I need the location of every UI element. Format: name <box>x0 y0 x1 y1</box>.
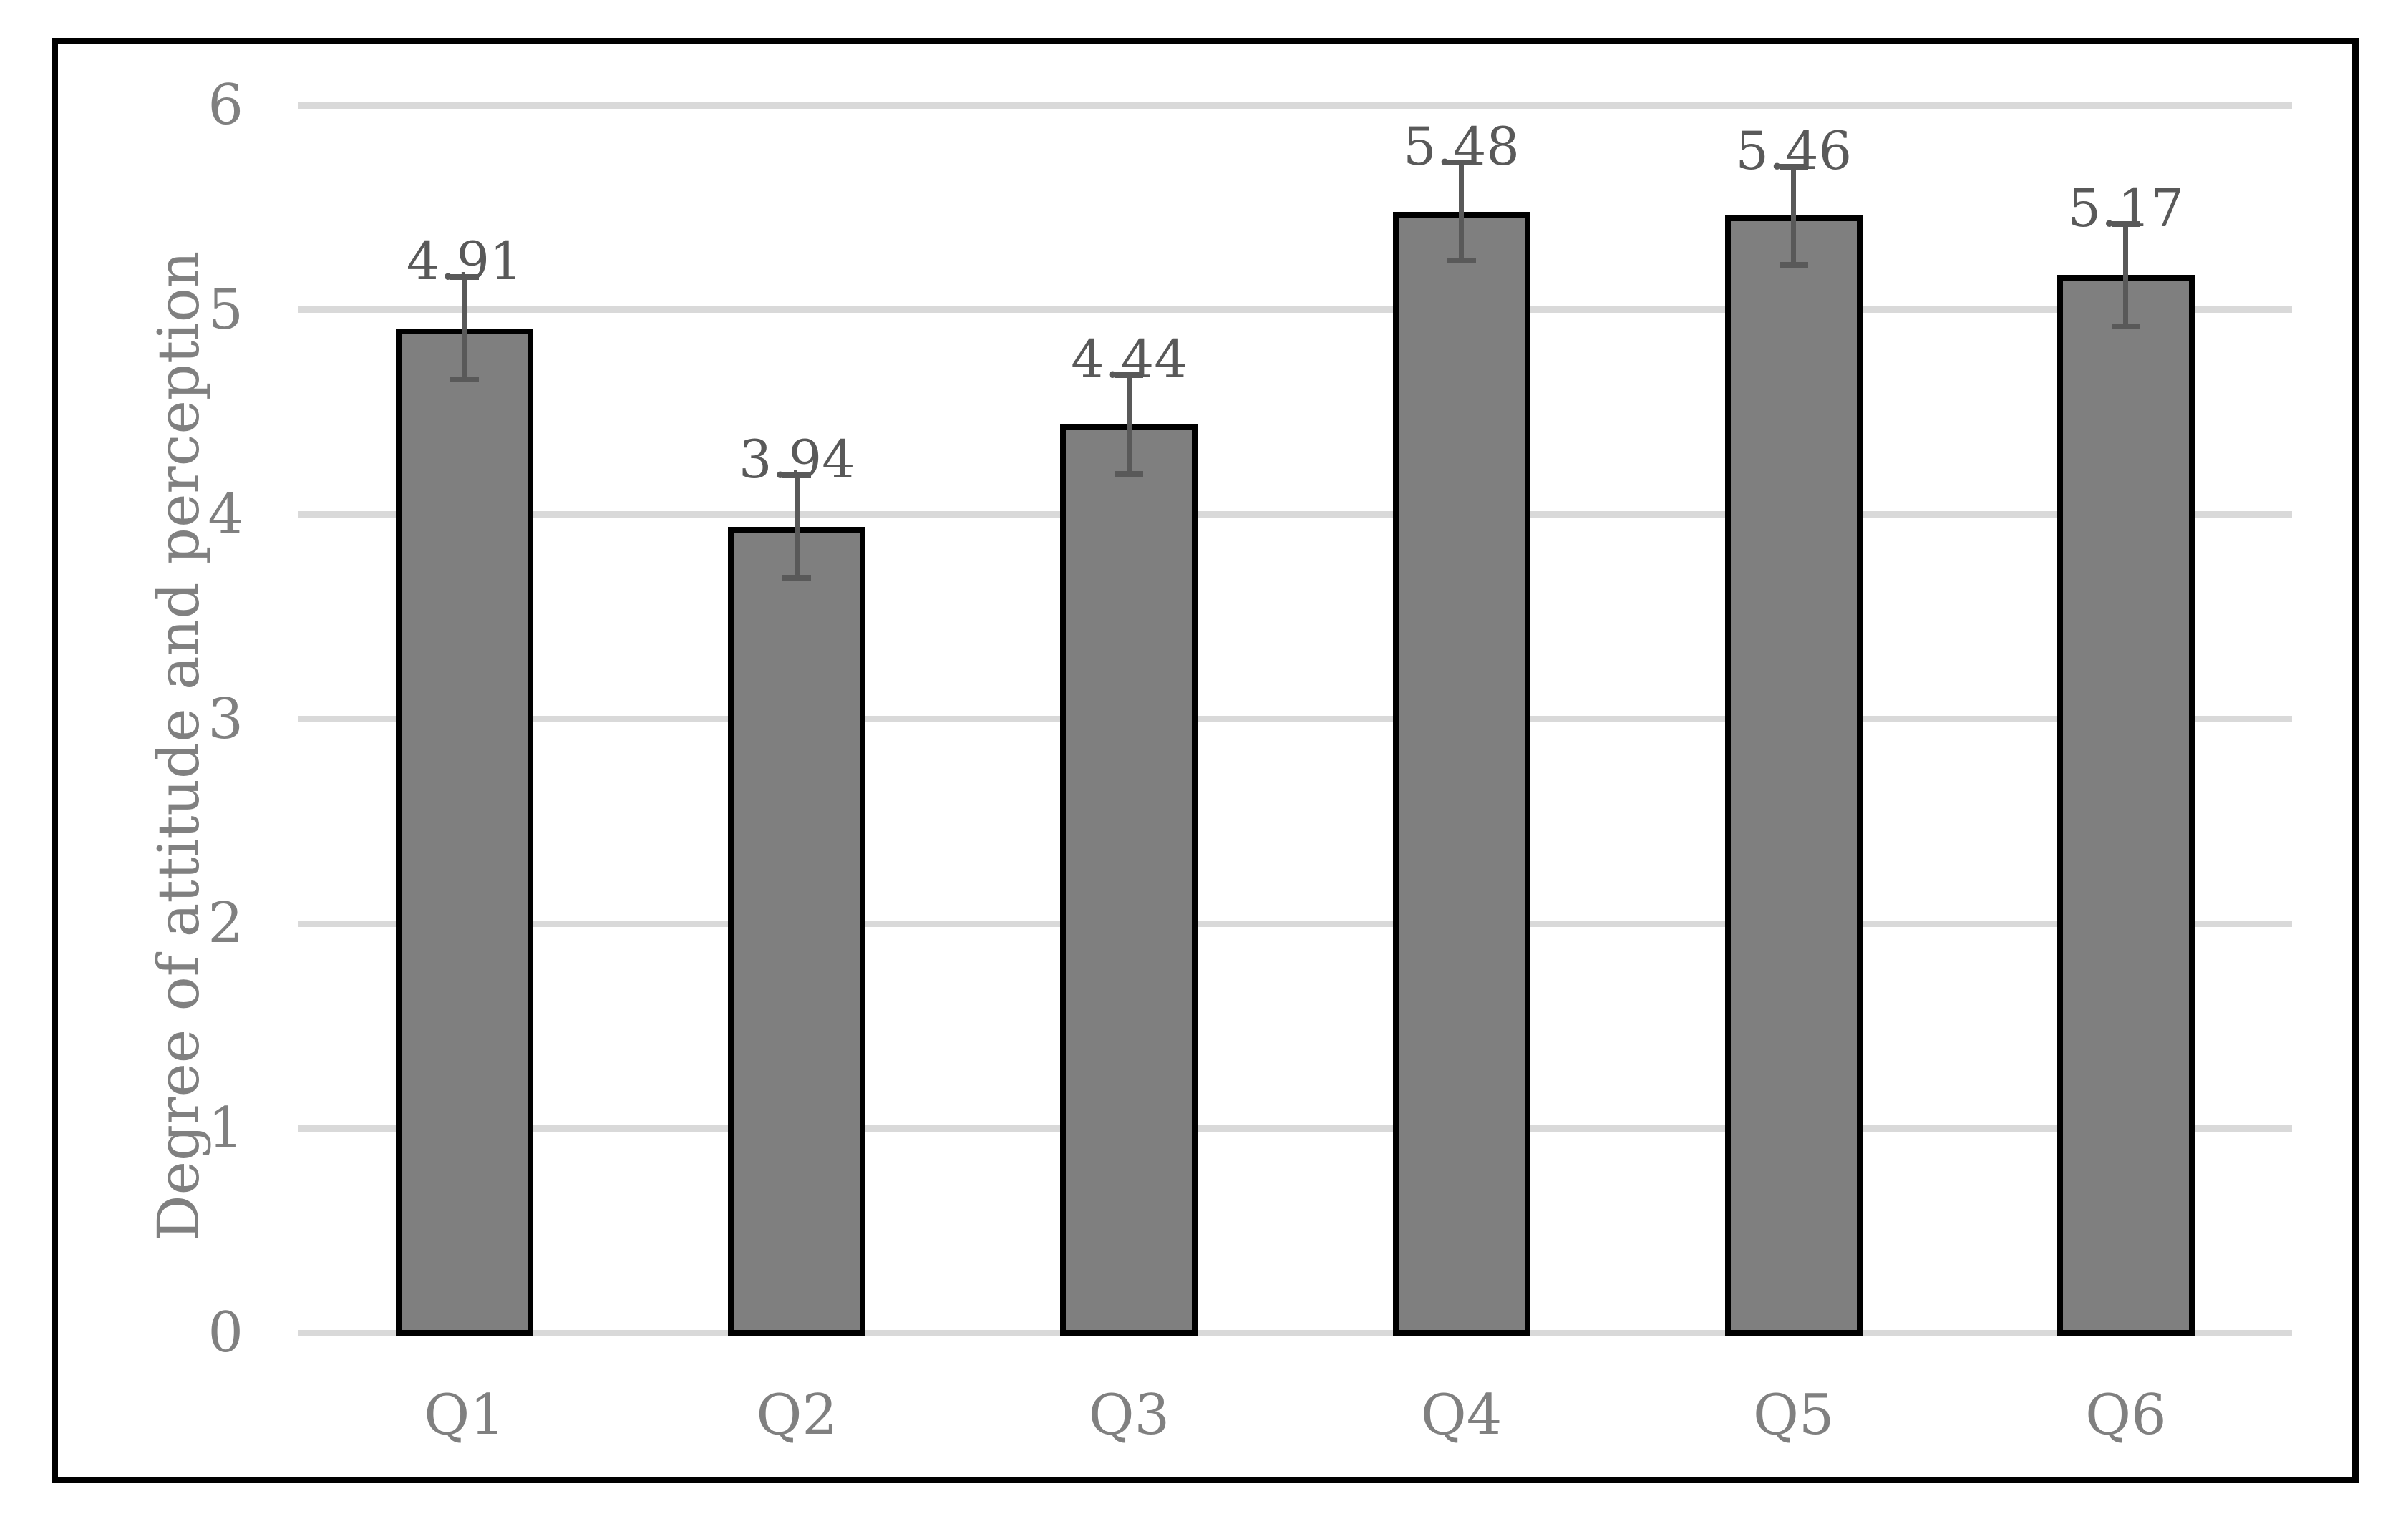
error-bar-bottom-cap-q1 <box>450 377 480 383</box>
bar-q3 <box>1060 424 1198 1336</box>
error-bar-top-cap-q2 <box>782 472 812 479</box>
error-bar-line-q5 <box>1791 166 1797 265</box>
bar-q6 <box>2057 275 2195 1336</box>
error-bar-bottom-cap-q3 <box>1115 470 1144 477</box>
y-tick-label-3: 3 <box>208 686 243 752</box>
error-bar-line-q3 <box>1126 375 1132 474</box>
data-label-q5: 5.46 <box>1735 120 1853 182</box>
error-bar-top-cap-q3 <box>1115 372 1144 379</box>
x-axis-label-q5: Q5 <box>1752 1383 1835 1447</box>
gridline-y-3 <box>298 716 2292 722</box>
x-axis-label-q1: Q1 <box>424 1383 505 1447</box>
bar-q1 <box>396 328 534 1336</box>
error-bar-line-q4 <box>1459 162 1465 261</box>
y-tick-label-0: 0 <box>208 1301 243 1365</box>
error-bar-line-q6 <box>2123 223 2129 326</box>
error-bar-bottom-cap-q4 <box>1447 258 1476 264</box>
x-axis-label-q4: Q4 <box>1420 1383 1502 1447</box>
y-tick-label-6: 6 <box>208 73 243 137</box>
y-tick-label-2: 2 <box>208 891 243 956</box>
gridline-y-6 <box>298 102 2292 109</box>
error-bar-bottom-cap-q2 <box>782 575 812 581</box>
data-label-q1: 4.91 <box>406 231 523 293</box>
error-bar-top-cap-q6 <box>2111 220 2140 227</box>
y-tick-label-5: 5 <box>208 277 243 342</box>
error-bar-top-cap-q5 <box>1779 163 1808 170</box>
bar-q2 <box>728 526 866 1336</box>
error-bar-top-cap-q1 <box>450 274 480 281</box>
error-bar-top-cap-q4 <box>1447 160 1476 166</box>
gridline-y-1 <box>298 1125 2292 1132</box>
data-label-q2: 3.94 <box>738 429 855 491</box>
gridline-y-5 <box>298 306 2292 314</box>
data-label-q6: 5.17 <box>2067 178 2185 239</box>
data-label-q4: 5.48 <box>1403 117 1520 178</box>
y-axis-title: Degree of attitude and perception <box>145 251 212 1241</box>
bar-q4 <box>1392 211 1530 1336</box>
error-bar-bottom-cap-q5 <box>1779 261 1808 268</box>
error-bar-line-q2 <box>794 475 800 578</box>
data-label-q3: 4.44 <box>1071 329 1188 391</box>
y-tick-label-1: 1 <box>208 1096 243 1161</box>
error-bar-bottom-cap-q6 <box>2111 323 2140 329</box>
gridline-y-0 <box>298 1329 2292 1336</box>
x-axis-label-q3: Q3 <box>1088 1383 1170 1447</box>
x-axis-label-q2: Q2 <box>756 1383 838 1447</box>
gridline-y-2 <box>298 920 2292 927</box>
bar-q5 <box>1724 215 1863 1336</box>
x-axis-label-q6: Q6 <box>2085 1383 2167 1447</box>
error-bar-line-q1 <box>462 277 467 379</box>
y-tick-label-4: 4 <box>208 482 243 547</box>
gridline-y-4 <box>298 511 2292 518</box>
